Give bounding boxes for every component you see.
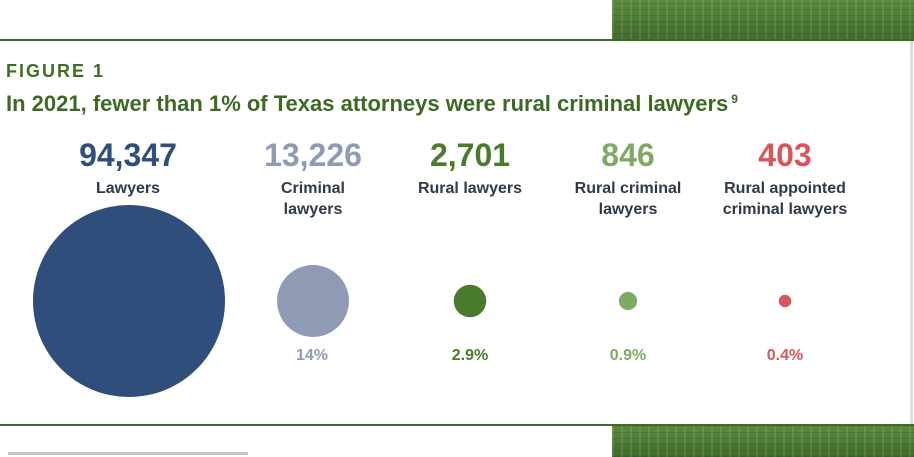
percent-label: 0.9% (609, 347, 647, 364)
category-column-rural-criminal-lawyers: 846 Rural criminal lawyers (538, 138, 718, 220)
value-label: 13,226 (264, 137, 362, 173)
percent-label: 2.9% (451, 347, 489, 364)
value-label: 846 (601, 137, 655, 173)
percent-label: 14% (295, 347, 329, 364)
value-label: 403 (758, 137, 812, 173)
category-column-rural-appointed-criminal-lawyers: 403 Rural appointed criminal lawyers (695, 138, 875, 220)
figure-label: FIGURE 1 (6, 61, 106, 81)
bubble-criminal-lawyers (277, 265, 349, 337)
percent-label: 0.4% (766, 347, 804, 364)
value-label: 2,701 (429, 137, 511, 173)
side-rule (910, 41, 913, 424)
bubble-rural-lawyers (453, 284, 487, 318)
chart-title-text: In 2021, fewer than 1% of Texas attorney… (6, 91, 729, 116)
bubble-lawyers (33, 205, 225, 397)
bubble-rural-appointed-criminal-lawyers (778, 294, 792, 308)
category-label: Rural appointed criminal lawyers (722, 180, 848, 218)
category-label: Rural criminal lawyers (574, 180, 682, 218)
category-label: Lawyers (95, 180, 161, 197)
bubble-rural-criminal-lawyers (618, 291, 638, 311)
footer-photo-strip (612, 425, 914, 457)
header-photo-strip (612, 0, 914, 40)
category-column-lawyers: 94,347 Lawyers (38, 138, 218, 199)
chart-title: In 2021, fewer than 1% of Texas attorney… (6, 91, 738, 117)
title-footnote: 9 (731, 91, 738, 106)
category-label: Rural lawyers (417, 180, 523, 197)
category-column-rural-lawyers: 2,701 Rural lawyers (380, 138, 560, 199)
bottom-rule (0, 424, 914, 426)
top-rule (0, 39, 914, 41)
footer-text-stub (8, 452, 248, 455)
value-label: 94,347 (79, 137, 177, 173)
category-label: Criminal lawyers (280, 180, 345, 218)
category-column-criminal-lawyers: 13,226 Criminal lawyers (223, 138, 403, 220)
